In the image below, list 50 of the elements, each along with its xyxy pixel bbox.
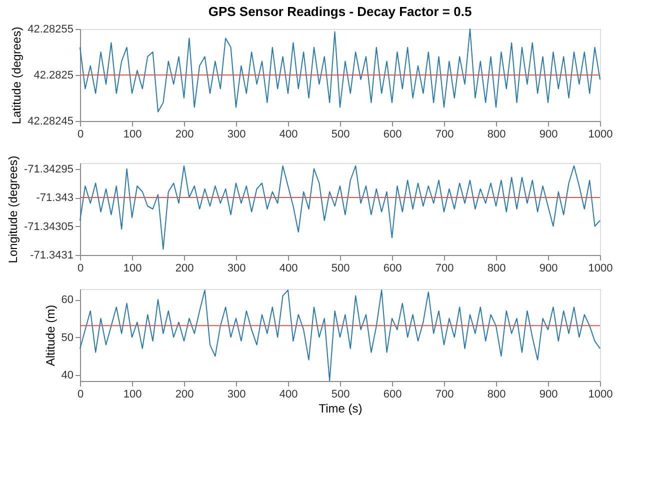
- y-axis-title: Latitude (degrees): [10, 26, 24, 124]
- x-tick-label: 200: [175, 262, 194, 274]
- y-tick-label: 60: [61, 294, 74, 306]
- x-tick-label: 0: [77, 262, 84, 274]
- x-tick-label: 0: [77, 388, 84, 400]
- y-tick-label: 50: [61, 332, 74, 344]
- line-series: [80, 28, 600, 112]
- x-tick-label: 600: [383, 388, 402, 400]
- x-tick-label: 600: [383, 262, 402, 274]
- x-tick-label: 200: [175, 388, 194, 400]
- x-tick-label: 400: [279, 388, 298, 400]
- x-tick-label: 100: [123, 262, 142, 274]
- x-tick-label: 0: [77, 128, 84, 140]
- y-tick-label: -71.343: [36, 192, 74, 204]
- x-tick-label: 800: [487, 128, 506, 140]
- x-tick-label: 300: [227, 128, 246, 140]
- x-axis-title: Time (s): [318, 402, 362, 416]
- x-tick-label: 800: [487, 388, 506, 400]
- x-tick-label: 300: [227, 262, 246, 274]
- x-tick-label: 100: [123, 388, 142, 400]
- x-tick-label: 900: [539, 388, 558, 400]
- x-tick-label: 700: [435, 262, 454, 274]
- y-tick-label: 42.2825: [34, 70, 74, 82]
- x-tick-label: 700: [435, 388, 454, 400]
- y-axis-title: Altitude (m): [43, 304, 58, 366]
- y-tick-label: 42.28245: [28, 116, 74, 128]
- x-tick-label: 500: [331, 128, 350, 140]
- x-tick-label: 200: [175, 128, 194, 140]
- x-tick-label: 800: [487, 262, 506, 274]
- y-tick-label: 42.28255: [28, 24, 74, 36]
- y-tick-label: -71.34295: [24, 163, 74, 176]
- y-tick-label: -71.3431: [30, 250, 74, 262]
- x-tick-label: 700: [435, 128, 454, 140]
- x-tick-label: 500: [331, 388, 350, 400]
- chart-title: GPS Sensor Readings - Decay Factor = 0.5: [208, 4, 472, 19]
- x-tick-label: 600: [383, 128, 402, 140]
- y-axis-title: Longitude (degrees): [6, 156, 20, 264]
- y-tick-label: -71.34305: [24, 220, 74, 233]
- x-tick-label: 1000: [588, 262, 613, 274]
- x-tick-label: 900: [539, 262, 558, 274]
- x-tick-label: 300: [227, 388, 246, 400]
- x-tick-label: 400: [279, 128, 298, 140]
- line-series: [80, 165, 600, 250]
- x-tick-label: 100: [123, 128, 142, 140]
- x-tick-label: 900: [539, 128, 558, 140]
- y-tick-label: 40: [61, 369, 74, 382]
- x-tick-label: 1000: [588, 388, 613, 400]
- x-tick-label: 400: [279, 262, 298, 274]
- x-tick-label: 1000: [588, 128, 613, 140]
- x-tick-label: 500: [331, 262, 350, 274]
